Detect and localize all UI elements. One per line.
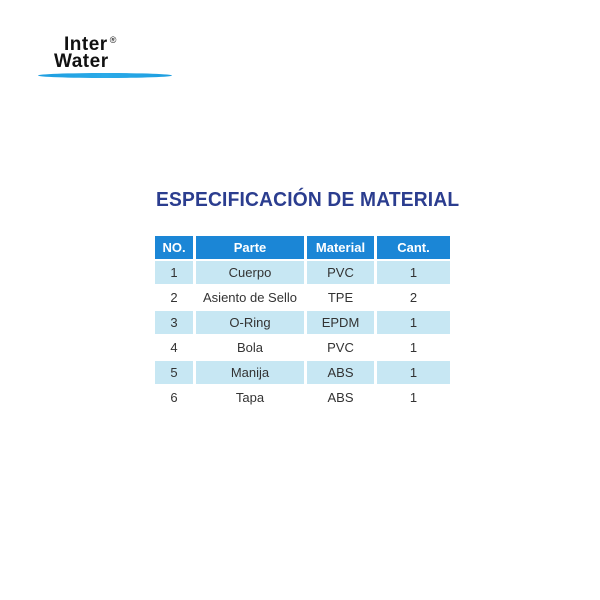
table-cell: O-Ring: [196, 311, 304, 334]
table-header: NO. Parte Material Cant.: [155, 236, 450, 259]
inter-water-logo: Inter ® Water: [38, 34, 178, 84]
table-row: 3 O-Ring EPDM 1: [155, 311, 450, 334]
column-header: Parte: [196, 236, 304, 259]
table-row: 2 Asiento de Sello TPE 2: [155, 286, 450, 309]
table-cell: 1: [409, 340, 418, 355]
table-cell: 2: [409, 290, 418, 305]
table-cell: Manija: [196, 361, 304, 384]
table-cell: TPE: [327, 290, 354, 305]
table-cell: PVC: [327, 340, 354, 355]
wave-icon: [38, 73, 172, 78]
column-header: Material: [307, 236, 374, 259]
table-cell: 1: [377, 261, 450, 284]
table-cell: 1: [155, 261, 193, 284]
table-cell: PVC: [307, 261, 374, 284]
table-cell: EPDM: [307, 311, 374, 334]
table-cell: Bola: [236, 340, 264, 355]
table-cell: 6: [170, 390, 178, 405]
table-cell: 1: [409, 390, 418, 405]
table-row: 1 Cuerpo PVC 1: [155, 261, 450, 284]
table-cell: 1: [377, 361, 450, 384]
column-header: Cant.: [377, 236, 450, 259]
table-cell: 2: [170, 290, 178, 305]
table-cell: Cuerpo: [196, 261, 304, 284]
table-row: 6 Tapa ABS 1: [155, 386, 450, 409]
material-table: NO. Parte Material Cant. 1 Cuerpo PVC 1 2 Asient…: [152, 234, 453, 411]
table-cell: ABS: [307, 361, 374, 384]
table-cell: 1: [377, 311, 450, 334]
table-cell: Asiento de Sello: [203, 290, 297, 305]
table-cell: ABS: [327, 390, 354, 405]
table-cell: Tapa: [235, 390, 265, 405]
table-cell: 3: [155, 311, 193, 334]
table-row: 5 Manija ABS 1: [155, 361, 450, 384]
table-cell: 4: [170, 340, 178, 355]
table-row: 4 Bola PVC 1: [155, 336, 450, 359]
column-header: NO.: [155, 236, 193, 259]
logo-line1: Inter ®: [64, 34, 117, 55]
page-title: ESPECIFICACIÓN DE MATERIAL: [156, 189, 460, 211]
logo-line2: Water: [54, 51, 109, 72]
table-cell: 5: [155, 361, 193, 384]
